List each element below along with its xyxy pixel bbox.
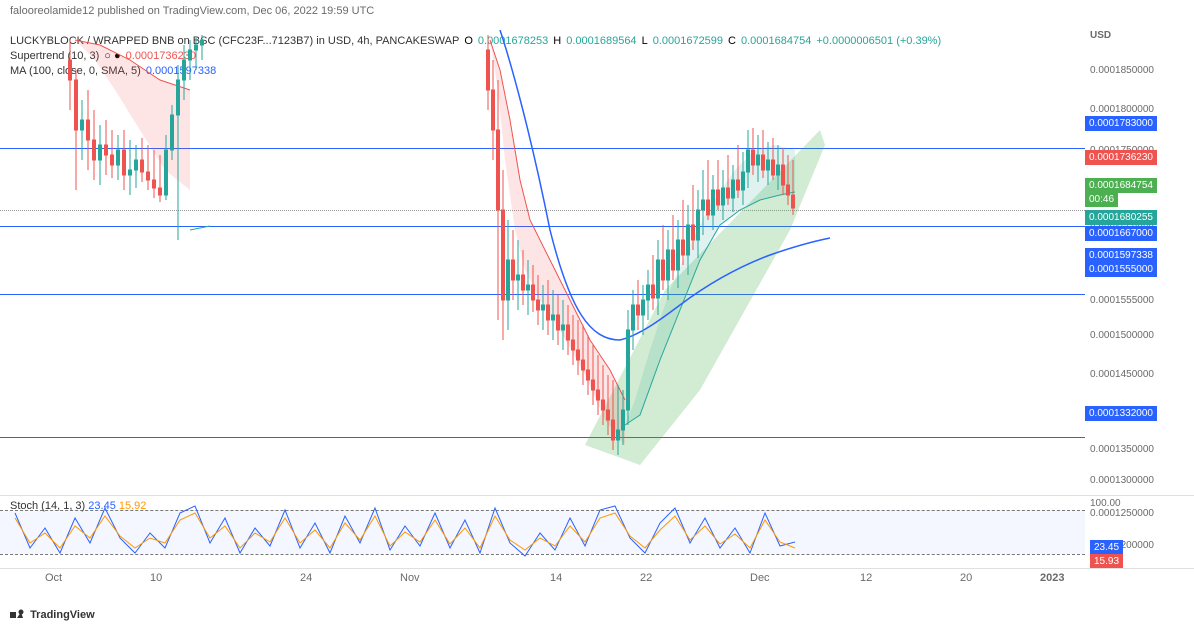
price-tag: 0.0001680255 <box>1085 210 1157 225</box>
price-label: 0.0001350000 <box>1090 444 1154 455</box>
price-tag: 0.0001597338 <box>1085 248 1157 263</box>
chart-canvas <box>0 30 1085 490</box>
stoch-label: 15.93 <box>1090 554 1123 569</box>
price-label: 0.0001300000 <box>1090 475 1154 486</box>
price-label: 0.0001555000 <box>1090 295 1154 306</box>
pane-divider[interactable] <box>0 495 1194 496</box>
stoch-label: 23.45 <box>1090 540 1123 555</box>
price-tag: 0.0001736230 <box>1085 150 1157 165</box>
time-label: 24 <box>300 572 312 584</box>
price-label: 0.0001850000 <box>1090 65 1154 76</box>
price-label: 0.0001450000 <box>1090 369 1154 380</box>
axis-divider <box>0 568 1194 569</box>
price-tag: 00:46 <box>1085 192 1118 207</box>
time-label: 20 <box>960 572 972 584</box>
stoch-canvas <box>0 498 1085 566</box>
time-label: Oct <box>45 572 62 584</box>
price-label: 0.0001800000 <box>1090 104 1154 115</box>
time-label: 10 <box>150 572 162 584</box>
time-label: 14 <box>550 572 562 584</box>
price-tag: 0.0001332000 <box>1085 406 1157 421</box>
tradingview-logo[interactable]: TradingView <box>10 608 95 622</box>
stoch-pane[interactable]: Stoch (14, 1, 3) 23.45 15.92 <box>0 498 1085 566</box>
time-label: 2023 <box>1040 572 1064 584</box>
price-axis: USD 0.00018500000.00018000000.0001750000… <box>1085 30 1194 490</box>
time-label: 22 <box>640 572 652 584</box>
currency-label: USD <box>1090 30 1111 41</box>
tv-icon <box>10 608 24 622</box>
stoch-axis: 100.00 23.4515.93 <box>1085 498 1194 566</box>
publish-info: falooreolamide12 published on TradingVie… <box>10 5 374 17</box>
price-tag: 0.0001667000 <box>1085 226 1157 241</box>
stoch-k: 23.45 <box>88 500 116 512</box>
price-tag: 0.0001555000 <box>1085 262 1157 277</box>
price-label: 0.0001500000 <box>1090 330 1154 341</box>
time-label: Nov <box>400 572 420 584</box>
stoch-d: 15.92 <box>119 500 147 512</box>
time-axis: Oct 10 24 Nov 14 22 Dec 12 20 2023 <box>0 570 1085 590</box>
time-label: 12 <box>860 572 872 584</box>
stoch-label[interactable]: Stoch (14, 1, 3) 23.45 15.92 <box>10 500 146 512</box>
price-tag: 0.0001684754 <box>1085 178 1157 193</box>
stoch-label: 100.00 <box>1090 498 1121 509</box>
price-chart[interactable] <box>0 30 1085 490</box>
time-label: Dec <box>750 572 770 584</box>
price-tag: 0.0001783000 <box>1085 116 1157 131</box>
